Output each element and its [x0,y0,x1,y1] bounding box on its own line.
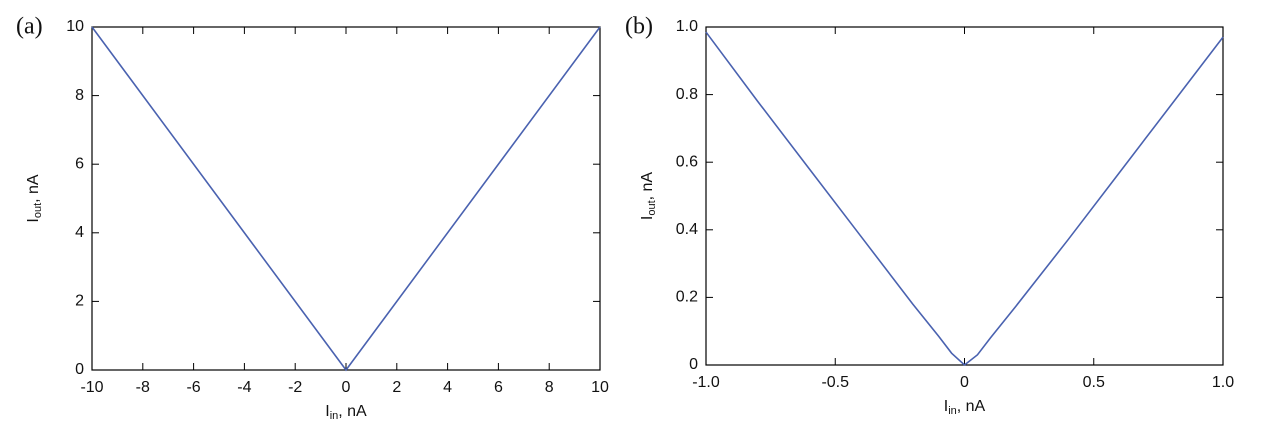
x-tick-label: 1.0 [1212,374,1234,391]
y-tick-label: 0.2 [676,289,698,306]
axis-label-sub: out [32,203,44,218]
y-tick-label: 0.4 [676,221,698,238]
axis-label-sub: out [646,200,658,215]
y-tick-label: 1.0 [676,18,698,35]
x-tick-label: 10 [591,379,609,396]
axis-label-main: I [639,216,656,220]
axis-label-main: I [325,403,329,420]
x-tick-label: 0 [342,379,351,396]
data-line [91,26,601,372]
x-tick-label: -8 [136,379,150,396]
axis-label-sub: in [330,410,339,422]
axis-label-rest: , nA [338,403,367,420]
y-tick-label: 6 [75,155,84,172]
y-tick-label: 8 [75,87,84,104]
x-tick-label: -4 [237,379,251,396]
y-tick-label: 10 [66,18,84,35]
y-tick-label: 4 [75,224,84,241]
y-tick-label: 2 [75,293,84,310]
x-tick-label: -2 [288,379,302,396]
x-tick-label: 6 [494,379,503,396]
axis-label: Iout, nA [25,174,44,223]
y-tick-label: 0 [75,361,84,378]
axis-label: Iout, nA [639,172,658,221]
x-tick-label: 8 [545,379,554,396]
plot-frame [705,26,1224,366]
y-tick-label: 0 [689,356,698,373]
y-tick-label: 0.8 [676,86,698,103]
axis-label-rest: , nA [639,172,656,201]
axis-label-rest: , nA [25,174,42,203]
panel-label: (b) [625,14,653,40]
plot-frame [91,26,601,371]
x-tick-label: -6 [186,379,200,396]
x-tick-label: 0 [960,374,969,391]
x-tick-label: 4 [443,379,452,396]
axis-label-main: I [944,398,948,415]
axis-label-rest: , nA [957,398,986,415]
x-tick-label: 0.5 [1083,374,1105,391]
panel-label: (a) [16,14,43,40]
x-tick-label: -0.5 [821,374,849,391]
axis-label: Iin, nA [944,398,986,417]
axis-label-sub: in [948,405,957,417]
x-tick-label: 2 [392,379,401,396]
x-tick-label: -1.0 [692,374,720,391]
data-line [705,31,1224,367]
y-tick-label: 0.6 [676,153,698,170]
axis-label-main: I [25,218,42,222]
axis-label: Iin, nA [325,403,367,422]
x-tick-label: -10 [80,379,103,396]
